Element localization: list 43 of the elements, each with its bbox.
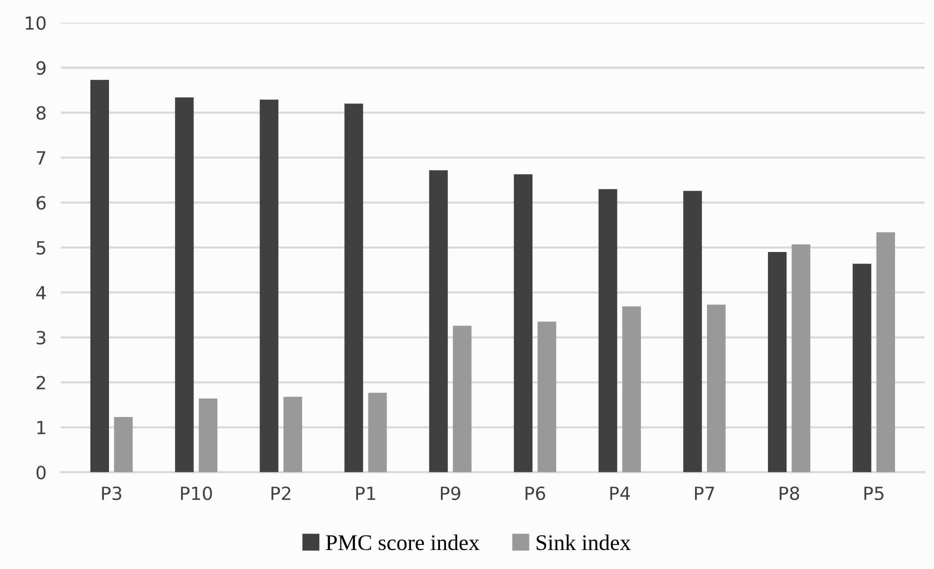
y-tick-label: 3 (36, 330, 46, 345)
y-tick-label: 0 (36, 466, 46, 480)
bar (429, 170, 448, 472)
bar (175, 97, 194, 472)
bar (538, 322, 556, 472)
legend-label: PMC score index (326, 534, 480, 550)
x-tick-label: P6 (526, 486, 546, 500)
bar (852, 264, 872, 472)
bar (344, 104, 364, 472)
bar (283, 396, 302, 472)
bar (706, 304, 726, 472)
legend-label: Sink index (536, 534, 631, 550)
x-tick-label: P7 (695, 486, 714, 500)
y-tick-label: 5 (36, 241, 46, 255)
x-tick-label: P4 (610, 486, 630, 500)
x-tick-label: P9 (440, 486, 460, 500)
bar (198, 398, 218, 472)
y-tick-label: 6 (36, 196, 46, 210)
y-tick-label: 10 (26, 16, 46, 30)
bar (768, 252, 787, 472)
y-tick-label: 2 (36, 376, 46, 390)
x-tick-label: P3 (102, 486, 122, 500)
bar (683, 190, 702, 472)
x-tick-label: P1 (356, 486, 376, 500)
y-tick-label: 8 (36, 106, 46, 120)
bar (514, 174, 532, 472)
bar (792, 244, 810, 472)
x-tick-label: P8 (780, 486, 800, 500)
bar (260, 100, 278, 472)
bar (368, 392, 387, 472)
y-tick-label: 9 (36, 61, 46, 75)
bar (90, 80, 109, 472)
y-tick-label: 1 (37, 421, 46, 434)
bar (452, 326, 472, 472)
bar (876, 232, 896, 472)
bar (114, 416, 133, 472)
x-tick-label: P2 (272, 486, 290, 500)
y-tick-label: 7 (36, 151, 46, 164)
x-tick-label: P5 (864, 486, 884, 500)
bar (622, 306, 641, 472)
x-tick-label: P10 (181, 486, 212, 500)
bar (598, 189, 618, 472)
y-tick-label: 4 (36, 286, 46, 300)
